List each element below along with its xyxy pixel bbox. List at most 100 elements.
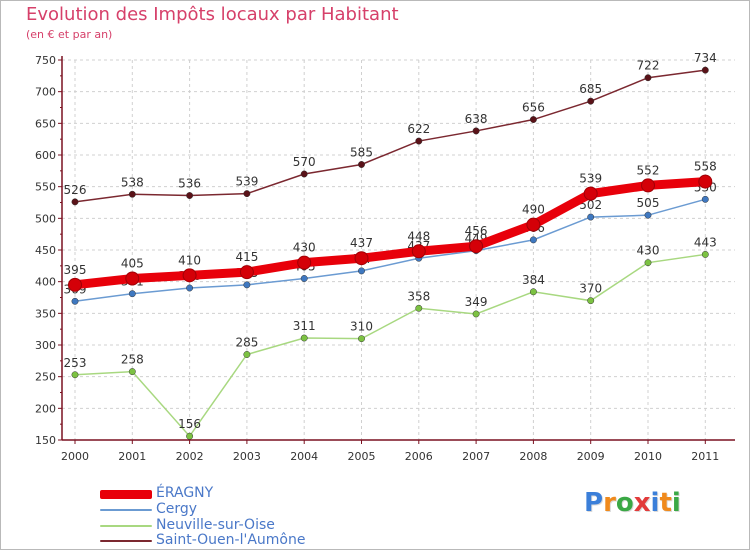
data-point — [472, 127, 480, 135]
legend-swatch-cergy — [100, 509, 152, 511]
x-tick-label: 2005 — [348, 450, 376, 463]
legend-label-eragny: ÉRAGNY — [156, 485, 214, 501]
data-point — [411, 244, 426, 259]
data-label: 638 — [465, 112, 488, 126]
data-point — [125, 271, 140, 286]
data-point — [71, 297, 79, 305]
data-label: 734 — [694, 51, 717, 65]
data-point — [698, 174, 713, 189]
data-point — [472, 310, 480, 318]
data-point — [644, 259, 652, 267]
data-point — [71, 198, 79, 206]
data-label: 622 — [407, 122, 430, 136]
data-label: 505 — [637, 196, 660, 210]
data-point — [529, 288, 537, 296]
data-label: 156 — [178, 417, 201, 431]
x-tick-label: 2004 — [290, 450, 318, 463]
y-tick-label: 650 — [35, 117, 56, 130]
data-point — [644, 211, 652, 219]
data-point — [186, 284, 194, 292]
data-point — [354, 251, 369, 266]
data-point — [71, 371, 79, 379]
legend-label-cergy: Cergy — [156, 501, 198, 517]
logo-letter: o — [615, 488, 634, 518]
x-tick-label: 2011 — [691, 450, 719, 463]
logo-letter: r — [603, 488, 616, 518]
data-label: 539 — [579, 172, 602, 186]
x-tick-label: 2002 — [176, 450, 204, 463]
line-chart: 150 200 250 300 350 400 450 500 550 600 650 700 750 2… — [35, 51, 735, 463]
data-label: 415 — [235, 250, 258, 264]
data-point — [243, 190, 251, 198]
series-neuville-sur-oise: 253 258 156 285 311 310 358 349 384 370 430 443 — [64, 235, 717, 440]
data-label: 358 — [407, 289, 430, 303]
data-point — [239, 265, 254, 280]
data-label: 395 — [64, 263, 87, 277]
data-label: 258 — [121, 353, 144, 367]
chart-title: Evolution des Impôts locaux par Habitant — [26, 4, 399, 25]
logo-letter: x — [633, 488, 651, 518]
data-label: 456 — [465, 224, 488, 238]
data-point — [182, 268, 197, 283]
data-point — [186, 432, 194, 440]
series-saint-ouen-l-aum-ne: 526 538 536 539 570 585 622 638 656 685 722 734 — [64, 51, 717, 206]
data-point — [300, 275, 308, 282]
legend-swatch-eragny — [100, 490, 152, 499]
data-point — [701, 250, 709, 258]
y-tick-label: 300 — [35, 339, 56, 352]
y-tick-label: 250 — [35, 371, 56, 384]
data-label: 430 — [637, 244, 660, 258]
y-tick-label: 750 — [35, 54, 56, 67]
x-tick-label: 2009 — [577, 450, 605, 463]
legend-label-neuville: Neuville-sur-Oise — [156, 517, 275, 533]
y-tick-label: 450 — [35, 244, 56, 257]
y-tick-label: 500 — [35, 212, 56, 225]
x-tick-label: 2010 — [634, 450, 662, 463]
y-tick-label: 400 — [35, 276, 56, 289]
y-tick-label: 150 — [35, 434, 56, 447]
data-label: 585 — [350, 146, 373, 160]
data-label: 448 — [407, 229, 430, 243]
data-point — [128, 368, 136, 376]
legend-label-saint-ouen: Saint-Ouen-l'Aumône — [156, 532, 306, 548]
data-point — [644, 74, 652, 82]
y-tick-label: 200 — [35, 402, 56, 415]
data-label: 490 — [522, 203, 545, 217]
logo-letter: P — [584, 488, 604, 518]
data-point — [128, 290, 136, 298]
y-tick-label: 700 — [35, 86, 56, 99]
series-line — [74, 253, 706, 438]
x-tick-label: 2003 — [233, 450, 261, 463]
series-cergy: 369381390395405417437449466502505530 — [64, 180, 717, 305]
proxiti-logo: Proxiti — [584, 488, 681, 518]
data-point — [701, 66, 709, 74]
data-point — [415, 304, 423, 312]
data-point — [186, 192, 194, 199]
data-point — [641, 178, 655, 193]
data-label: 552 — [637, 163, 660, 177]
data-label: 538 — [121, 175, 144, 189]
series--ragny: 395 405 410 415 430 437 448 456 490 539 552 558 — [64, 160, 717, 292]
x-tick-label: 2006 — [405, 450, 433, 463]
data-point — [587, 213, 595, 221]
x-tick-label: 2001 — [118, 450, 146, 463]
series-line — [74, 198, 706, 303]
data-label: 253 — [64, 356, 87, 370]
x-tick-label: 2007 — [462, 450, 490, 463]
data-point — [68, 277, 82, 292]
data-label: 526 — [64, 183, 87, 197]
data-point — [243, 351, 251, 358]
legend-swatch-neuville — [100, 525, 152, 527]
data-label: 410 — [178, 253, 201, 267]
data-point — [358, 267, 365, 275]
data-point — [300, 334, 308, 342]
data-point — [701, 195, 709, 203]
data-label: 370 — [579, 282, 602, 296]
data-point — [583, 186, 598, 201]
y-tick-label: 550 — [35, 181, 56, 194]
data-label: 558 — [694, 160, 717, 174]
data-label: 722 — [637, 59, 660, 73]
logo-letter: t — [659, 488, 672, 518]
data-label: 310 — [350, 320, 373, 334]
data-point — [297, 255, 312, 270]
